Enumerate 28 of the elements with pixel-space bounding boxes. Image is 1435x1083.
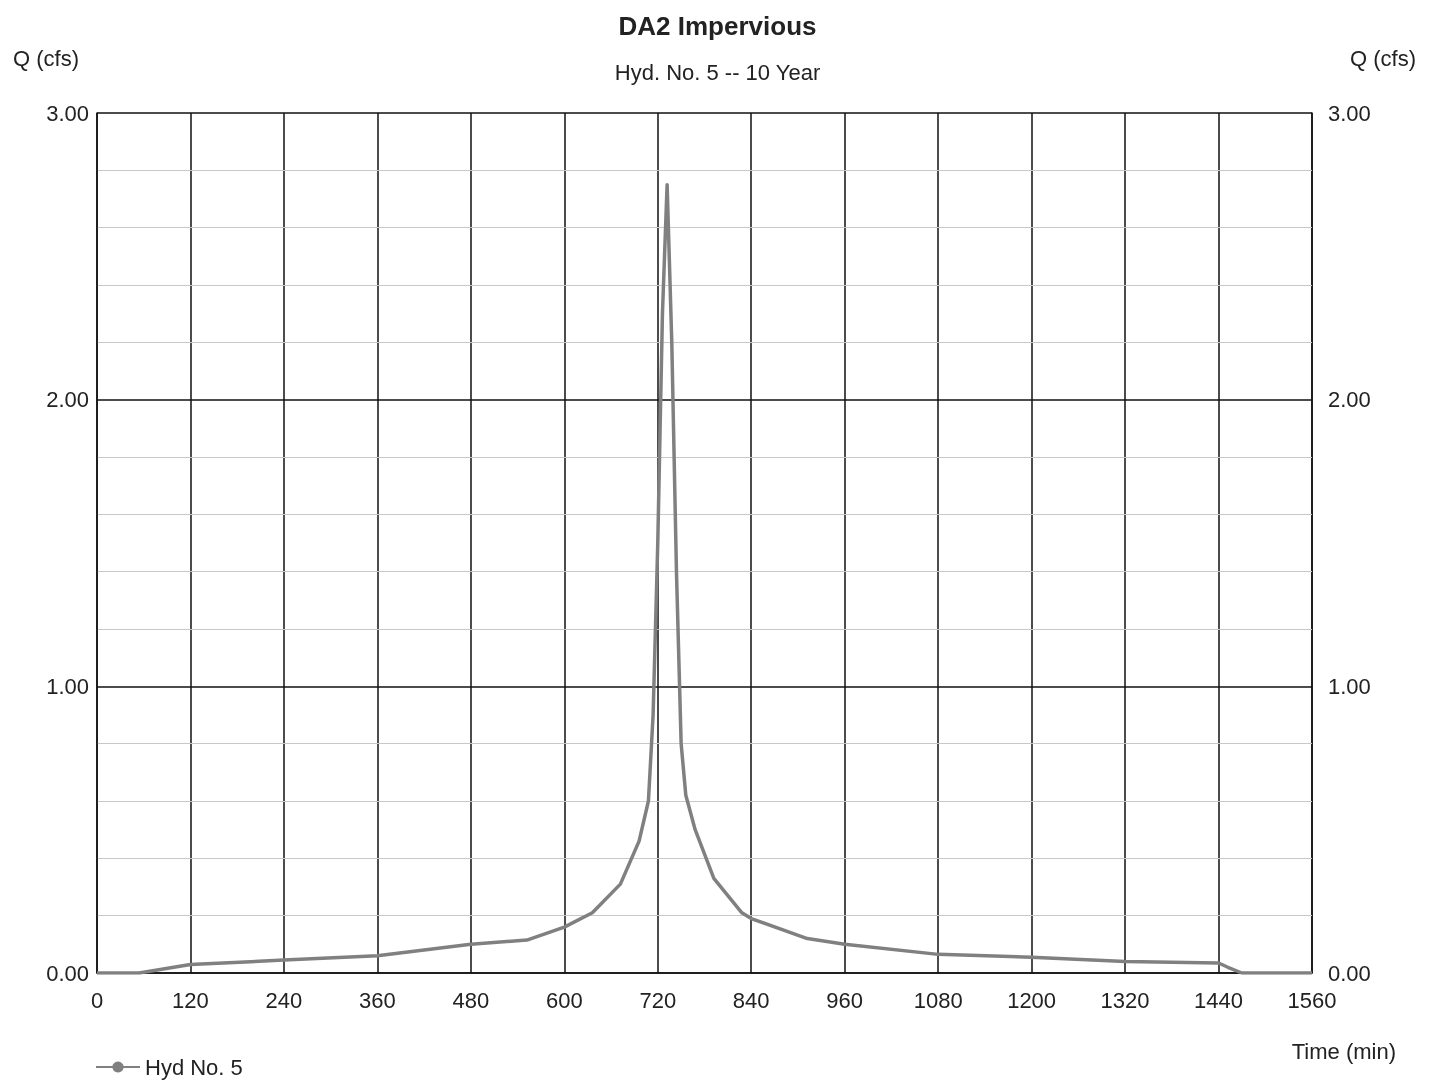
y2-tick-label: 0.00 (1328, 960, 1371, 986)
chart-subtitle: Hyd. No. 5 -- 10 Year (614, 59, 821, 85)
x-tick-label: 1080 (913, 987, 963, 1013)
x-tick-label: 1200 (1007, 987, 1057, 1013)
x-tick-label: 240 (265, 987, 303, 1013)
y-axis-title: Q (cfs) (13, 45, 79, 71)
x-tick-label: 960 (826, 987, 864, 1013)
legend-label: Hyd No. 5 (145, 1054, 243, 1080)
y-tick-label: 2.00 (46, 387, 89, 413)
x-tick-label: 600 (545, 987, 583, 1013)
y2-tick-label: 2.00 (1328, 387, 1371, 413)
x-tick-label: 360 (359, 987, 396, 1013)
x-tick-label: 480 (452, 987, 490, 1013)
y-tick-label: 0.00 (46, 960, 89, 986)
x-axis-title: Time (min) (1291, 1038, 1397, 1064)
x-tick-label: 720 (639, 987, 677, 1013)
y2-axis-title: Q (cfs) (1350, 45, 1417, 71)
x-tick-label: 1560 (1287, 987, 1337, 1013)
x-tick-label: 840 (732, 987, 770, 1013)
y-tick-label: 1.00 (46, 673, 89, 699)
x-tick-label: 120 (172, 987, 209, 1013)
y2-tick-label: 3.00 (1328, 100, 1371, 126)
chart-title: DA2 Impervious (618, 11, 817, 41)
x-tick-label: 0 (90, 987, 104, 1013)
x-tick-label: 1320 (1100, 987, 1150, 1013)
y2-tick-label: 1.00 (1328, 673, 1371, 699)
y-tick-label: 3.00 (46, 100, 89, 126)
x-tick-label: 1440 (1194, 987, 1244, 1013)
